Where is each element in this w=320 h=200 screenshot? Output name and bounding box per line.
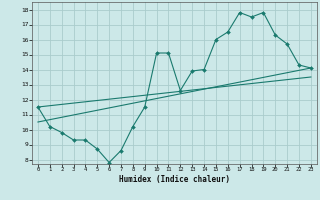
X-axis label: Humidex (Indice chaleur): Humidex (Indice chaleur): [119, 175, 230, 184]
